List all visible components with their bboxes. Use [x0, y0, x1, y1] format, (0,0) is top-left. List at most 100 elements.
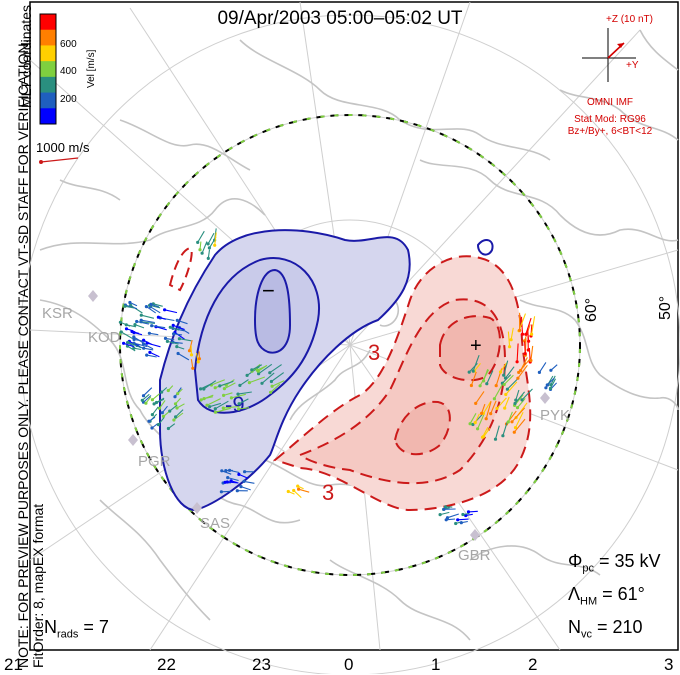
- vector-origin: [155, 401, 158, 404]
- vector-origin: [130, 330, 133, 333]
- svg-text:SAS: SAS: [200, 515, 230, 532]
- vector-origin: [236, 393, 239, 396]
- mlt-label-0: 0: [344, 655, 353, 675]
- vector-origin: [119, 321, 122, 324]
- vector-origin: [200, 398, 203, 401]
- vector-origin: [228, 469, 231, 472]
- latitude-label-50: 50°: [657, 296, 674, 320]
- vector-origin: [214, 411, 217, 414]
- radar-site-kod: KOD: [88, 329, 121, 346]
- vector-origin: [176, 392, 179, 395]
- vector-origin: [230, 396, 233, 399]
- vector-origin: [442, 508, 445, 511]
- velocity-vector: [131, 305, 143, 313]
- colorbar-unit-label: Vel [m/s]: [86, 49, 97, 88]
- vector-origin: [148, 351, 151, 354]
- vector-origin: [198, 357, 201, 360]
- vector-origin: [287, 490, 290, 493]
- vector-origin: [519, 369, 522, 372]
- vector-origin: [190, 353, 193, 356]
- vector-origin: [177, 352, 180, 355]
- vector-origin: [199, 387, 202, 390]
- svg-text:KSR: KSR: [42, 305, 73, 322]
- contour-label-positive-b: 3: [322, 480, 334, 505]
- mlt-label-22: 22: [157, 655, 176, 675]
- vector-origin: [218, 384, 221, 387]
- velocity-vector: [526, 318, 531, 334]
- mlt-label-1: 1: [431, 655, 440, 675]
- vector-origin: [516, 406, 519, 409]
- vector-origin: [296, 485, 299, 488]
- vector-origin: [176, 319, 179, 322]
- vector-origin: [480, 412, 483, 415]
- vector-origin: [208, 246, 211, 249]
- vector-origin: [502, 374, 505, 377]
- vector-origin: [248, 381, 251, 384]
- vector-origin: [456, 518, 459, 521]
- vector-origin: [198, 248, 201, 251]
- imf-source: OMNI IMF: [587, 97, 633, 108]
- vector-origin: [510, 420, 513, 423]
- vector-origin: [220, 469, 223, 472]
- velocity-vector: [121, 332, 133, 339]
- vector-origin: [472, 370, 475, 373]
- vector-origin: [485, 382, 488, 385]
- vector-origin: [527, 348, 530, 351]
- vector-origin: [269, 391, 272, 394]
- map-title: 09/Apr/2003 05:00–05:02 UT: [0, 8, 680, 30]
- vector-origin: [501, 434, 504, 437]
- preview-note-line-1: NOTE: FOR PREVIEW PURPOSES ONLY. PLEASE …: [16, 39, 31, 668]
- vector-origin: [223, 387, 226, 390]
- vector-origin: [226, 476, 229, 479]
- contour-label-positive-a: 3: [368, 340, 380, 365]
- radar-count: Nrads = 7: [44, 617, 109, 641]
- potential-minimum-marker: −: [262, 278, 275, 303]
- vector-origin: [530, 333, 533, 336]
- vector-origin: [160, 391, 163, 394]
- vector-origin: [122, 342, 125, 345]
- vector-origin: [461, 513, 464, 516]
- radar-site-gbr: GBR: [458, 529, 491, 564]
- vector-origin: [454, 522, 457, 525]
- vector-origin: [222, 407, 225, 410]
- velocity-vector: [221, 491, 232, 492]
- vector-origin: [150, 426, 153, 429]
- latitude-label-60: 60°: [583, 298, 600, 322]
- vector-origin: [238, 402, 241, 405]
- vector-origin: [499, 370, 502, 373]
- vector-origin: [175, 345, 178, 348]
- vector-origin: [508, 345, 511, 348]
- vector-origin: [213, 244, 216, 247]
- vector-origin: [495, 384, 498, 387]
- vector-origin: [544, 386, 547, 389]
- vector-origin: [207, 257, 210, 260]
- vector-origin: [161, 411, 164, 414]
- vector-origin: [150, 324, 153, 327]
- vector-origin: [149, 303, 152, 306]
- vector-origin: [445, 518, 448, 521]
- vector-origin: [132, 335, 135, 338]
- colorbar-tick-200: 200: [60, 94, 77, 105]
- vector-origin: [163, 308, 166, 311]
- vector-origin: [174, 402, 177, 405]
- mlt-label-23: 23: [252, 655, 271, 675]
- vector-origin: [140, 314, 143, 317]
- vector-origin: [468, 371, 471, 374]
- vector-origin: [207, 242, 210, 245]
- vector-origin: [164, 337, 167, 340]
- vector-origin: [157, 316, 160, 319]
- vector-origin: [146, 342, 149, 345]
- imf-clock: +Z (10 nT) +Y OMNI IMF Stat Mod: RG96 Bz…: [568, 14, 653, 137]
- vector-origin: [172, 324, 175, 327]
- vector-origin: [226, 480, 229, 483]
- colorbar-tick-400: 400: [60, 66, 77, 77]
- vector-origin: [173, 395, 176, 398]
- velocity-vector: [525, 325, 531, 341]
- vector-origin: [144, 402, 147, 405]
- vector-origin: [518, 329, 521, 332]
- vector-origin: [485, 417, 488, 420]
- vector-origin: [214, 407, 217, 410]
- vector-origin: [521, 333, 524, 336]
- vector-origin: [145, 354, 148, 357]
- vector-origin: [197, 360, 200, 363]
